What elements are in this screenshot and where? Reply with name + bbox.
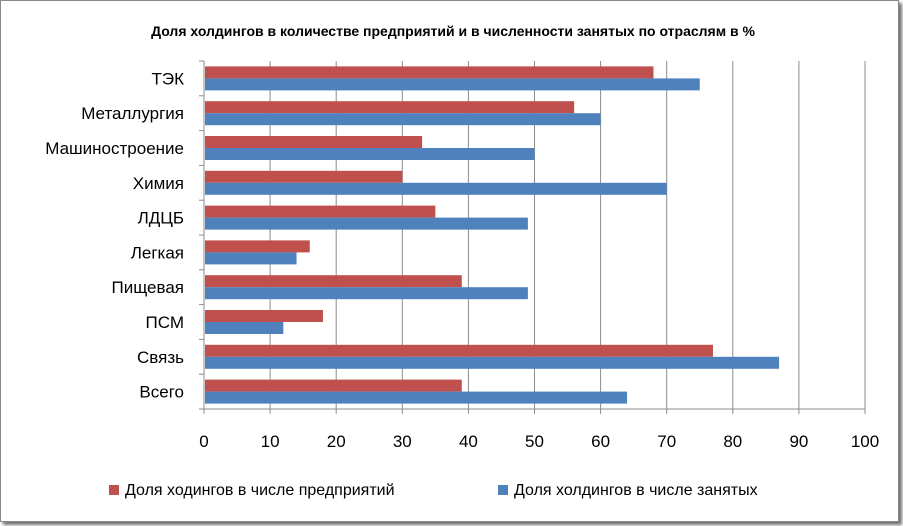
bar-enterprises (205, 310, 323, 322)
category-labels: ТЭК Металлургия Машиностроение Химия ЛДЦБ Лег… (45, 69, 184, 401)
x-tick-label: 70 (657, 432, 676, 451)
x-tick-label: 10 (261, 432, 280, 451)
bar-employees (205, 113, 601, 126)
bar-enterprises (205, 136, 423, 148)
x-tick-label: 0 (199, 432, 208, 451)
bar-employees (205, 78, 700, 91)
category-label: ПСМ (146, 313, 184, 332)
x-tick-label: 80 (723, 432, 742, 451)
x-tick-label: 30 (393, 432, 412, 451)
legend-label: Доля ходингов в числе предприятий (125, 482, 395, 499)
legend-swatch (498, 485, 508, 495)
category-label: Пищевая (112, 278, 184, 297)
bar-enterprises (205, 205, 436, 218)
category-label: ЛДЦБ (138, 209, 184, 228)
bar-employees (205, 148, 535, 160)
category-label: Машиностроение (45, 139, 184, 158)
legend-swatch (109, 485, 119, 495)
bar-enterprises (205, 101, 575, 114)
bar-employees (205, 391, 628, 404)
category-label: Легкая (131, 243, 184, 262)
x-tick-label: 60 (591, 432, 610, 451)
category-label: Связь (137, 348, 184, 367)
bar-employees (205, 356, 780, 369)
bar-enterprises (205, 66, 654, 79)
bar-enterprises (205, 240, 310, 253)
legend: Доля ходингов в числе предприятий Доля хо… (109, 482, 758, 499)
bar-enterprises (205, 170, 403, 183)
x-tick-label: 100 (851, 432, 879, 451)
bar-employees (205, 252, 297, 265)
bar-enterprises (205, 275, 462, 288)
x-tick-labels: 0 10 20 30 40 50 60 70 80 90 100 (199, 432, 879, 451)
category-label: Химия (133, 174, 184, 193)
bar-enterprises (205, 379, 462, 392)
bar-employees (205, 217, 528, 230)
chart-title: Доля холдингов в количестве предприятий … (151, 23, 755, 39)
bar-employees (205, 287, 528, 300)
x-tick-label: 90 (789, 432, 808, 451)
legend-label: Доля холдингов в числе занятых (514, 482, 758, 499)
x-tick-label: 20 (327, 432, 346, 451)
bar-enterprises (205, 344, 713, 357)
axes (199, 60, 866, 414)
x-tick-label: 40 (459, 432, 478, 451)
bar-employees (205, 182, 667, 195)
category-label: Всего (139, 383, 184, 402)
category-label: Металлургия (81, 104, 184, 123)
bar-employees (205, 322, 284, 334)
category-label: ТЭК (151, 69, 184, 88)
x-tick-label: 50 (525, 432, 544, 451)
bars (205, 66, 780, 404)
